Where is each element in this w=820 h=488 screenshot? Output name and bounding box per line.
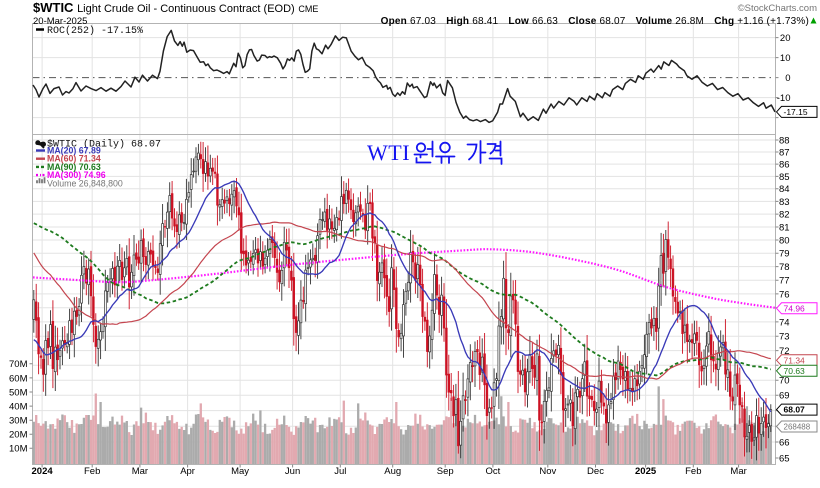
svg-text:74.96: 74.96 [784, 303, 806, 313]
svg-text:76: 76 [779, 289, 790, 300]
svg-text:-17.15: -17.15 [784, 107, 808, 117]
svg-text:20: 20 [780, 33, 791, 44]
svg-text:MA(90) 70.63: MA(90) 70.63 [47, 162, 101, 172]
svg-text:Jun: Jun [285, 466, 300, 477]
svg-text:2025: 2025 [635, 466, 657, 477]
svg-text:Mar: Mar [132, 466, 148, 477]
svg-text:78: 78 [779, 262, 790, 273]
svg-text:70M: 70M [9, 359, 28, 370]
svg-text:88: 88 [779, 135, 790, 146]
svg-text:84: 84 [779, 184, 790, 195]
svg-text:70: 70 [779, 376, 790, 387]
svg-text:WTI: WTI [367, 140, 410, 165]
svg-text:86: 86 [779, 160, 790, 171]
svg-text:Nov: Nov [539, 466, 556, 477]
svg-text:10: 10 [780, 53, 791, 64]
svg-text:Aug: Aug [384, 466, 401, 477]
svg-text:80: 80 [779, 235, 790, 246]
svg-text:73: 73 [779, 332, 790, 343]
svg-text:65: 65 [779, 453, 790, 464]
svg-text:70.63: 70.63 [784, 366, 806, 376]
svg-text:72: 72 [779, 346, 790, 357]
svg-text:60M: 60M [9, 373, 28, 384]
svg-text:40M: 40M [9, 402, 28, 413]
svg-text:268488: 268488 [784, 423, 811, 432]
svg-text:Apr: Apr [180, 466, 195, 477]
svg-text:77: 77 [779, 276, 790, 287]
svg-text:82: 82 [779, 210, 790, 221]
svg-text:MA(60) 71.34: MA(60) 71.34 [47, 154, 101, 164]
svg-text:71.34: 71.34 [784, 355, 806, 365]
svg-text:Feb: Feb [685, 466, 701, 477]
svg-text:0: 0 [785, 73, 790, 84]
svg-text:$WTIC Light Crude Oil - Contin: $WTIC Light Crude Oil - Continuous Contr… [33, 0, 318, 15]
svg-text:66: 66 [779, 437, 790, 448]
svg-text:87: 87 [779, 147, 790, 158]
svg-text:83: 83 [779, 197, 790, 208]
svg-text:81: 81 [779, 222, 790, 233]
svg-text:Dec: Dec [587, 466, 604, 477]
svg-text:69: 69 [779, 391, 790, 402]
svg-text:-10: -10 [777, 93, 791, 104]
svg-text:50M: 50M [9, 387, 28, 398]
svg-text:Open 67.03 High 68.41 Low 66.6: Open 67.03 High 68.41 Low 66.63 Close 68… [381, 16, 809, 27]
svg-text:MA(20) 67.89: MA(20) 67.89 [47, 146, 101, 156]
svg-text:Oct: Oct [486, 466, 501, 477]
svg-text:Mar: Mar [730, 466, 746, 477]
svg-text:©StockCharts.com: ©StockCharts.com [738, 3, 817, 14]
svg-text:Volume 26,848,800: Volume 26,848,800 [47, 178, 123, 188]
svg-text:2024: 2024 [32, 466, 54, 477]
svg-text:74: 74 [779, 317, 790, 328]
svg-text:30M: 30M [9, 416, 28, 427]
svg-text:68.07: 68.07 [784, 405, 806, 415]
svg-text:10M: 10M [9, 444, 28, 455]
svg-text:May: May [231, 466, 249, 477]
svg-text:$WTIC (Daily) 68.07: $WTIC (Daily) 68.07 [47, 139, 161, 151]
svg-text:Sep: Sep [437, 466, 454, 477]
svg-text:Jul: Jul [334, 466, 346, 477]
svg-text:ROC(252) -17.15%: ROC(252) -17.15% [47, 25, 143, 37]
svg-text:20M: 20M [9, 430, 28, 441]
svg-text:79: 79 [779, 249, 790, 260]
svg-text:20-Mar-2025: 20-Mar-2025 [33, 16, 87, 27]
svg-text:85: 85 [779, 172, 790, 183]
svg-text:Feb: Feb [84, 466, 100, 477]
svg-text:MA(300) 74.96: MA(300) 74.96 [47, 170, 106, 180]
